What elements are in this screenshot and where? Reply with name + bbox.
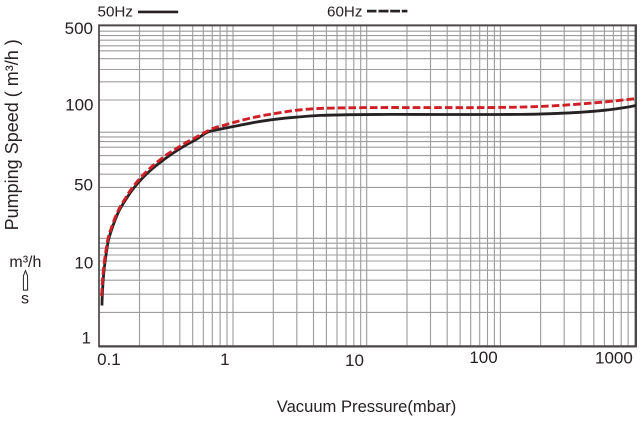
svg-text:s: s — [21, 291, 29, 308]
svg-text:Pumping Speed ( m³/h ): Pumping Speed ( m³/h ) — [2, 39, 22, 230]
svg-text:50: 50 — [74, 176, 93, 195]
svg-text:500: 500 — [65, 19, 93, 38]
svg-text:1000: 1000 — [595, 349, 633, 368]
svg-text:1: 1 — [220, 350, 229, 369]
svg-text:0.1: 0.1 — [97, 350, 121, 369]
svg-text:50Hz: 50Hz — [98, 3, 133, 20]
svg-text:10: 10 — [74, 254, 93, 273]
svg-text:60Hz: 60Hz — [327, 3, 362, 20]
svg-text:m³/h: m³/h — [9, 254, 41, 271]
svg-text:Vacuum Pressure(mbar): Vacuum Pressure(mbar) — [277, 397, 457, 416]
svg-text:100: 100 — [65, 95, 93, 114]
svg-text:10: 10 — [345, 351, 364, 370]
svg-text:1: 1 — [82, 328, 91, 347]
svg-text:100: 100 — [469, 348, 497, 367]
